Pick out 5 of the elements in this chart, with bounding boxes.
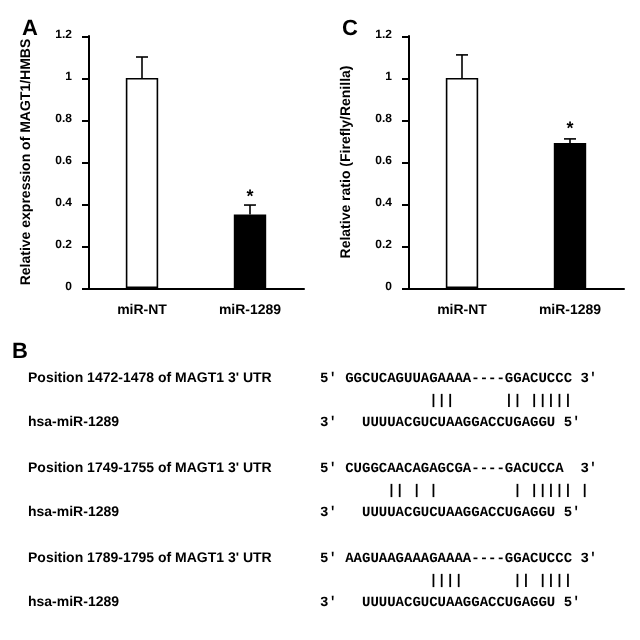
chart-title: A bbox=[22, 17, 38, 41]
chart-title: C bbox=[342, 17, 358, 41]
text: B bbox=[12, 340, 28, 364]
annotation: * bbox=[246, 185, 255, 206]
annotation: * bbox=[566, 118, 575, 139]
